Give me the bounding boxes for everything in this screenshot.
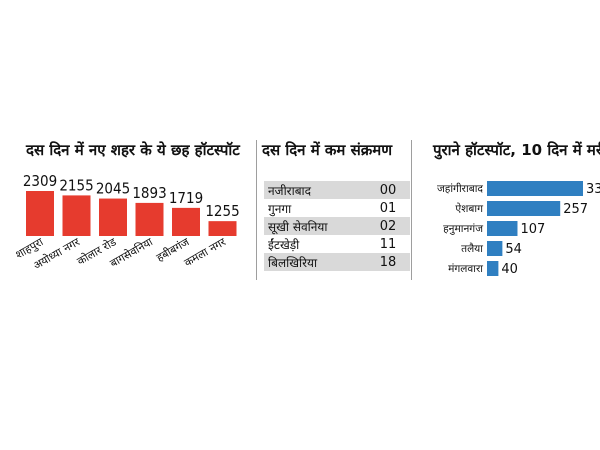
category-label: ऐशबाग	[455, 202, 484, 215]
table-row: ईंटखेड़ी 11	[264, 235, 410, 253]
value-label: 54	[505, 242, 522, 257]
table-row: सूखी सेवनिया 02	[264, 217, 410, 235]
table-row: बिलखिरिया 18	[264, 253, 410, 271]
case-count: 18	[366, 253, 410, 271]
bar	[487, 221, 518, 236]
table-row: नजीराबाद 00	[264, 181, 410, 199]
low-infection-table: नजीराबाद 00 गुनगा 01 सूखी सेवनिया 02 ईंटखेड़ी 1…	[264, 181, 410, 271]
bar	[26, 191, 54, 236]
bar	[135, 202, 164, 236]
category-label: हनुमानगंज	[443, 223, 483, 235]
bar	[487, 201, 561, 216]
value-label: 1719	[169, 189, 203, 207]
old-hotspots-panel: पुराने हॉटस्पॉट, 10 दिन में मरीज जहांगीर…	[415, 0, 600, 450]
category-label: जहांगीराबाद	[437, 182, 483, 195]
divider	[256, 140, 257, 280]
low-infection-title: दस दिन में कम संक्रमण	[262, 141, 393, 159]
divider	[411, 140, 412, 280]
table-row: गुनगा 01	[264, 199, 410, 217]
new-hotspots-title: दस दिन में नए शहर के ये छह हॉटस्पॉट	[26, 141, 240, 159]
value-label: 2309	[23, 172, 57, 190]
value-label: 1893	[132, 184, 166, 202]
case-count: 02	[366, 217, 410, 235]
bar	[487, 261, 499, 276]
bar	[62, 195, 91, 236]
value-label: 40	[501, 262, 518, 277]
value-label: 2155	[59, 176, 93, 194]
case-count: 00	[366, 181, 410, 199]
area-name: सूखी सेवनिया	[264, 217, 366, 235]
area-name: ईंटखेड़ी	[268, 237, 300, 252]
case-count: 11	[379, 236, 397, 252]
area-name: नजीराबाद	[264, 181, 366, 199]
bar	[487, 181, 583, 196]
bar	[487, 241, 503, 256]
new-hotspots-panel: दस दिन में नए शहर के ये छह हॉटस्पॉट 2309…	[0, 0, 255, 450]
area-name: गुनगा	[268, 201, 292, 216]
category-label: तलैया	[461, 242, 483, 255]
area-name: बिलखिरिया	[264, 253, 366, 271]
category-label: मंगलवारा	[448, 263, 483, 275]
value-label: 107	[520, 222, 545, 237]
value-label: 337	[586, 182, 600, 197]
value-label: 257	[563, 202, 588, 217]
category-label: कमला नगर	[182, 235, 228, 269]
bar	[172, 207, 200, 236]
old-hotspots-bar-chart: जहांगीराबाद 337 ऐशबाग 257 हनुमानगंज 107 तलैया 5…	[437, 181, 600, 277]
bar	[208, 221, 237, 236]
low-infection-panel: दस दिन में कम संक्रमण नजीराबाद 00 गुनगा 01 स…	[258, 0, 410, 450]
old-hotspots-title: पुराने हॉटस्पॉट, 10 दिन में मरीज	[433, 141, 600, 159]
case-count: 01	[379, 200, 397, 216]
value-label: 2045	[96, 180, 130, 198]
bar	[99, 198, 127, 236]
value-label: 1255	[205, 202, 239, 220]
